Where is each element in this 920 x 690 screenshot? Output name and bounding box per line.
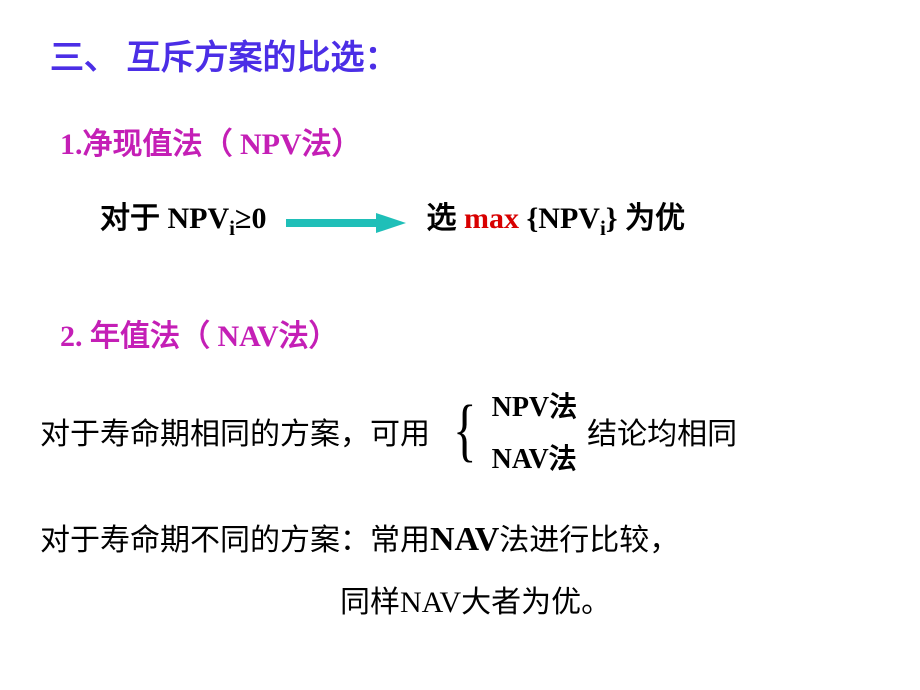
page-title: 三、 互斥方案的比选： — [50, 30, 880, 79]
brace-items: NPV法 NAV法 — [492, 385, 578, 477]
res-post: 为优 — [618, 202, 686, 235]
brace-block: { NPV法 NAV法 — [440, 385, 577, 477]
same-life-line: 对于寿命期相同的方案，可用 { NPV法 NAV法 结论均相同 — [40, 385, 880, 477]
sec1-prefix: 1.净现值法（ — [60, 128, 233, 161]
nav-emphasis: NAV — [430, 521, 499, 558]
same-life-result: 结论均相同 — [587, 409, 737, 453]
title-text: 三、 互斥方案的比选： — [50, 40, 399, 77]
same-life-text: 对于寿命期相同的方案，可用 — [40, 409, 430, 453]
npv-condition: 对于 NPVi≥0 — [100, 193, 266, 241]
diff-life-post: 法进行比较， — [499, 524, 679, 557]
npv-rule-row: 对于 NPVi≥0 选 max {NPVi} 为优 — [100, 193, 880, 241]
cond-npv: NPV — [168, 202, 230, 235]
left-brace-icon: { — [453, 401, 477, 461]
sec2-nav-label: NAV — [210, 320, 279, 353]
brace-item-npv: NPV法 — [492, 385, 578, 425]
sec2-prefix: 2. 年值法（ — [60, 320, 210, 353]
npv-result: 选 max {NPVi} 为优 — [426, 193, 685, 241]
res-max: max — [464, 202, 519, 235]
section-1-heading: 1.净现值法（ NPV法） — [60, 119, 880, 163]
cond-geq: ≥0 — [235, 202, 266, 235]
brace-item-nav: NAV法 — [492, 437, 578, 477]
res-pre: 选 — [426, 202, 464, 235]
cond-prefix: 对于 — [100, 202, 168, 235]
diff-life-line-1: 对于寿命期不同的方案：常用NAV法进行比较， — [40, 515, 880, 559]
res-close: } — [606, 202, 618, 235]
nav-bigger-text: 同样NAV大者为优。 — [340, 586, 611, 619]
sec1-npv-label: NPV — [233, 128, 302, 161]
section-2-heading: 2. 年值法（ NAV法） — [60, 311, 880, 355]
diff-life-pre: 对于寿命期不同的方案：常用 — [40, 524, 430, 557]
sec2-suffix: 法） — [279, 320, 339, 353]
diff-life-line-2: 同样NAV大者为优。 — [340, 577, 880, 621]
arrow-icon — [286, 207, 406, 227]
res-open: {NPV — [519, 202, 600, 235]
sec1-suffix: 法） — [302, 128, 362, 161]
